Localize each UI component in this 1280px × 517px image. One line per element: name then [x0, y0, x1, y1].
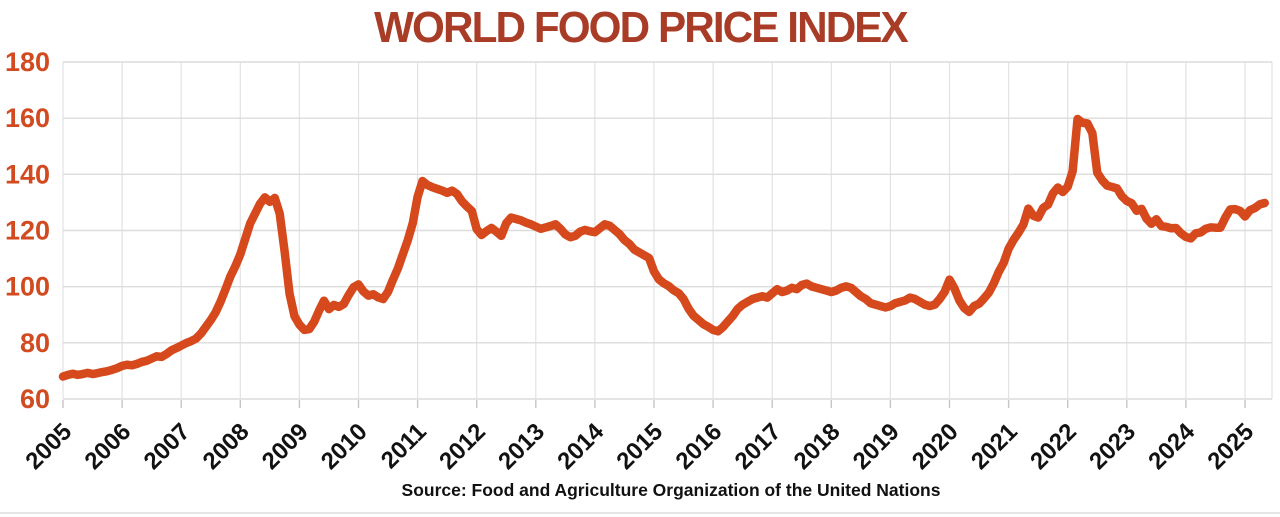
chart-title: WORLD FOOD PRICE INDEX: [0, 6, 1280, 50]
data-line: [58, 114, 1269, 381]
x-axis-label: 2012: [434, 418, 491, 475]
y-axis-label: 100: [5, 272, 50, 302]
x-axis-label: 2008: [198, 418, 255, 475]
chart-title-text: WORLD FOOD PRICE INDEX: [373, 3, 909, 52]
y-axis-label: 160: [5, 103, 50, 133]
x-axis-label: 2020: [907, 418, 964, 475]
x-axis-label: 2021: [966, 418, 1023, 475]
x-axis-label: 2013: [493, 418, 550, 475]
x-axis-label: 2022: [1025, 418, 1082, 475]
x-axis-label: 2024: [1143, 418, 1200, 475]
x-axis-label: 2009: [257, 418, 314, 475]
x-axis-label: 2023: [1084, 418, 1141, 475]
x-axis-label: 2025: [1202, 418, 1259, 475]
x-axis-label: 2018: [789, 418, 846, 475]
x-axis-label: 2006: [79, 418, 136, 475]
y-axis-label: 60: [20, 384, 50, 414]
x-axis-label: 2015: [611, 418, 668, 475]
x-axis-label: 2017: [730, 418, 787, 475]
y-axis-label: 180: [5, 47, 50, 77]
x-axis-label: 2016: [670, 418, 727, 475]
y-axis-label: 80: [20, 328, 50, 358]
bottom-divider: [0, 512, 1280, 514]
y-axis-label: 140: [5, 159, 50, 189]
x-axis-label: 2010: [316, 418, 373, 475]
x-axis-label: 2005: [20, 418, 77, 475]
source-note-text: Source: Food and Agriculture Organizatio…: [401, 480, 941, 500]
x-axis-label: 2007: [139, 418, 196, 475]
x-axis-label: 2014: [552, 418, 609, 475]
source-note: Source: Food and Agriculture Organizatio…: [0, 480, 1280, 501]
x-axis-label: 2011: [376, 418, 432, 474]
y-axis-label: 120: [5, 216, 50, 246]
x-axis-label: 2019: [848, 418, 905, 475]
